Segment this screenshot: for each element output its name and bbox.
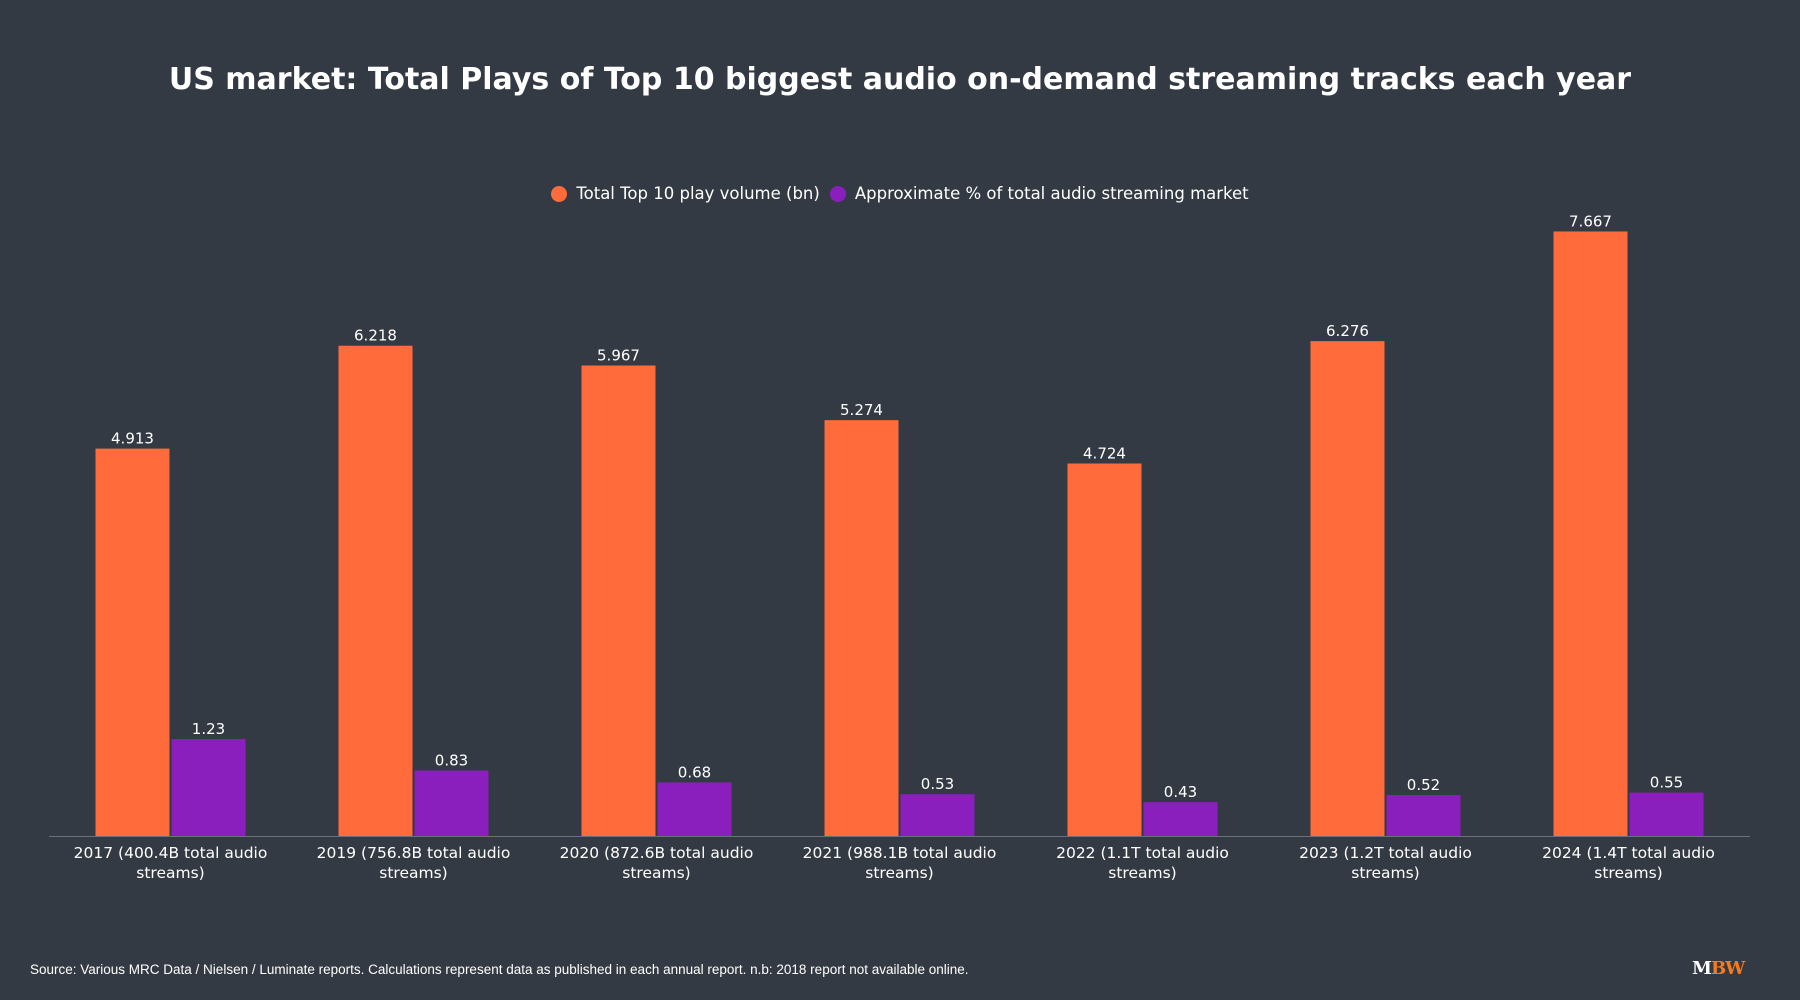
legend-item-market-share[interactable]: Approximate % of total audio streaming m…: [829, 184, 1249, 203]
chart-title: US market: Total Plays of Top 10 biggest…: [168, 62, 1632, 97]
bar-value-label-play-volume: 4.724: [1083, 445, 1126, 463]
bar-market-share[interactable]: [414, 770, 489, 836]
bar-value-label-market-share: 0.53: [921, 775, 954, 793]
bar-market-share[interactable]: [1143, 802, 1218, 836]
bar-value-label-play-volume: 5.967: [597, 347, 640, 365]
x-tick-label: streams): [379, 864, 447, 882]
bar-value-label-play-volume: 6.276: [1326, 322, 1369, 340]
bar-value-label-market-share: 0.83: [435, 752, 468, 770]
bar-value-label-market-share: 0.68: [678, 763, 711, 781]
bar-play-volume[interactable]: [824, 420, 899, 836]
legend-item-play-volume[interactable]: Total Top 10 play volume (bn): [551, 184, 820, 203]
bar-play-volume[interactable]: [581, 365, 656, 836]
bar-value-label-play-volume: 5.274: [840, 401, 883, 419]
x-tick-label: 2023 (1.2T total audio: [1299, 844, 1472, 862]
legend-marker-play-volume: [551, 185, 568, 202]
bar-labels-group: 4.913 1.23 6.218 0.83 5.967 0.68 5.274 0.53 4.72…: [111, 212, 1683, 801]
bar-market-share[interactable]: [1629, 792, 1704, 836]
bar-value-label-market-share: 0.52: [1407, 776, 1440, 794]
logo-bw: BW: [1710, 958, 1745, 979]
legend-label-market-share: Approximate % of total audio streaming m…: [854, 184, 1249, 203]
bar-play-volume[interactable]: [1553, 231, 1628, 837]
x-tick-label: streams): [1594, 864, 1662, 882]
x-tick-labels-group: 2017 (400.4B total audio streams) 2019 (75…: [74, 844, 1715, 882]
x-tick-label: 2019 (756.8B total audio: [317, 844, 511, 862]
bar-value-label-play-volume: 6.218: [354, 327, 397, 345]
logo-m: M: [1692, 958, 1712, 979]
x-tick-label: streams): [622, 864, 690, 882]
bar-play-volume[interactable]: [95, 448, 170, 836]
legend-label-play-volume: Total Top 10 play volume (bn): [576, 184, 820, 203]
x-tick-label: 2020 (872.6B total audio: [560, 844, 754, 862]
x-tick-label: streams): [136, 864, 204, 882]
bar-value-label-market-share: 0.43: [1164, 783, 1197, 801]
x-tick-label: 2022 (1.1T total audio: [1056, 844, 1229, 862]
bar-value-label-market-share: 0.55: [1650, 774, 1683, 792]
x-tick-label: streams): [865, 864, 933, 882]
x-tick-label: 2017 (400.4B total audio: [74, 844, 268, 862]
source-note: Source: Various MRC Data / Nielsen / Lum…: [30, 962, 969, 977]
bar-play-volume[interactable]: [1310, 341, 1385, 836]
bar-market-share[interactable]: [171, 739, 246, 836]
bar-play-volume[interactable]: [338, 345, 413, 836]
legend: Total Top 10 play volume (bn) Approximat…: [0, 184, 1800, 203]
bar-market-share[interactable]: [900, 794, 975, 836]
x-tick-label: streams): [1108, 864, 1176, 882]
bar-value-label-play-volume: 4.913: [111, 430, 154, 448]
bar-value-label-market-share: 1.23: [192, 720, 225, 738]
bar-play-volume[interactable]: [1067, 463, 1142, 836]
x-tick-label: 2021 (988.1B total audio: [803, 844, 997, 862]
bars-group: [95, 231, 1704, 837]
x-tick-label: streams): [1351, 864, 1419, 882]
mbw-logo[interactable]: MBW: [1692, 958, 1745, 979]
x-tick-label: 2024 (1.4T total audio: [1542, 844, 1715, 862]
bar-market-share[interactable]: [1386, 794, 1461, 836]
legend-marker-market-share: [829, 185, 846, 202]
bar-market-share[interactable]: [657, 782, 732, 836]
bar-value-label-play-volume: 7.667: [1569, 212, 1612, 230]
